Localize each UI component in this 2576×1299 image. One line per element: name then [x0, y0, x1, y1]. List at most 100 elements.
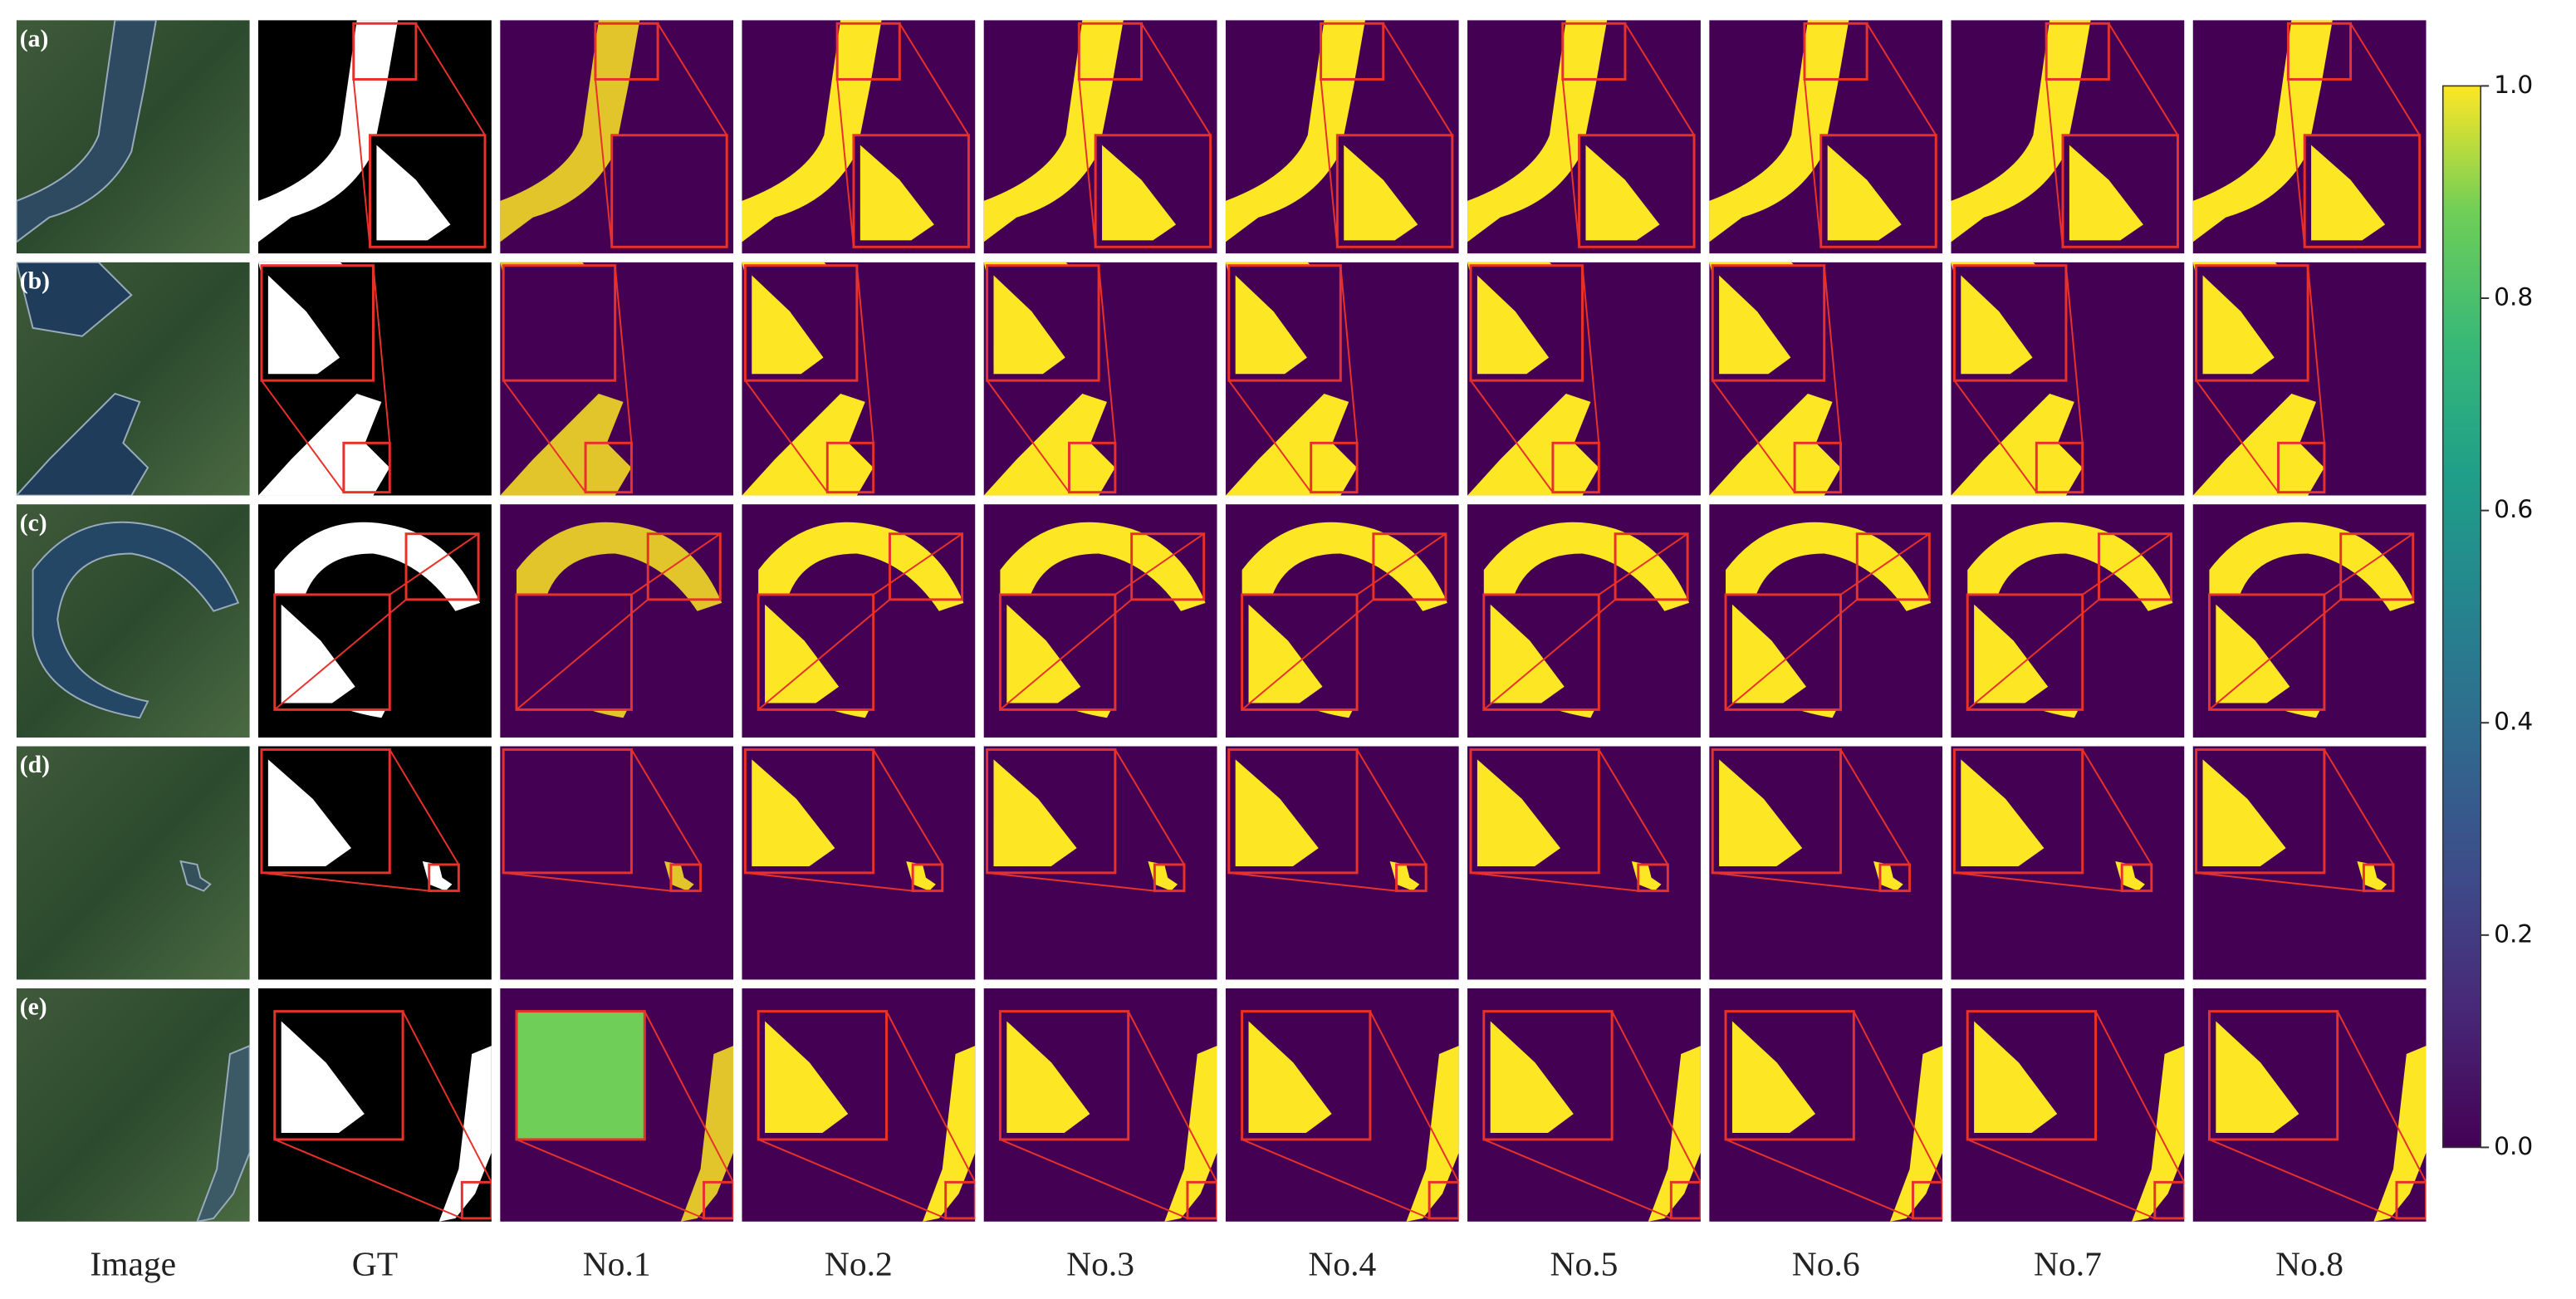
panel-content	[1467, 988, 1701, 1222]
zoom-source	[1637, 863, 1669, 893]
zoom-link	[2336, 1011, 2427, 1183]
zoom-link	[2349, 22, 2421, 136]
zoom-link	[872, 748, 943, 865]
row-label: (d)	[20, 752, 50, 778]
panel-content	[2192, 746, 2427, 980]
zoom-link	[1483, 599, 1616, 711]
panel	[257, 746, 492, 980]
zoom-link	[899, 22, 970, 136]
panel-content	[500, 20, 734, 254]
colorbar-tick-label: 0.8	[2494, 282, 2533, 311]
panel-content	[742, 504, 976, 738]
zoom-mask	[1731, 604, 1806, 703]
river	[32, 521, 240, 719]
panel	[500, 20, 734, 254]
zoom-source	[2286, 22, 2353, 81]
water-mask	[1951, 20, 2091, 243]
column-label: No.7	[2034, 1245, 2102, 1283]
panel	[742, 20, 976, 254]
zoom-mask	[859, 145, 934, 241]
zoom-link	[2196, 871, 2364, 892]
panel-content	[2192, 20, 2427, 254]
colorbar-tick-label: 0.6	[2494, 494, 2533, 523]
panel	[1951, 20, 2185, 254]
panel-content	[742, 746, 976, 980]
panel	[257, 988, 492, 1222]
zoom-link	[1356, 748, 1428, 865]
panel	[1467, 20, 1701, 254]
zoom-mask	[1235, 275, 1307, 375]
panel	[1225, 262, 1459, 496]
water-mask	[1406, 1046, 1459, 1222]
panel-content	[1709, 746, 1943, 980]
zoom-link	[1839, 532, 1930, 596]
column-label: No.5	[1550, 1245, 1619, 1283]
zoom-source	[911, 863, 944, 893]
panel-content	[257, 504, 492, 738]
panel-content	[983, 504, 1217, 738]
zoom-mask	[1585, 145, 1660, 241]
panel-content	[983, 988, 1217, 1222]
panel	[1709, 988, 1943, 1222]
zoom-mask	[1477, 759, 1561, 866]
water-mask	[438, 1046, 492, 1222]
zoom-link	[502, 380, 586, 493]
zoom-link	[389, 532, 479, 596]
zoom-source	[584, 441, 633, 494]
water-mask	[2132, 1046, 2185, 1222]
zoom-link	[1598, 748, 1669, 865]
zoom-inset	[502, 748, 633, 875]
river	[179, 860, 212, 892]
zoom-source	[703, 1180, 734, 1220]
zoom-link	[1953, 380, 2038, 493]
zoom-link	[873, 532, 963, 596]
zoom-link	[389, 748, 460, 865]
zoom-mask	[1235, 759, 1319, 866]
water-mask	[1225, 20, 1365, 243]
panel	[500, 988, 734, 1222]
panel-content	[983, 746, 1217, 980]
row-label: (b)	[20, 267, 50, 294]
panel	[2192, 262, 2427, 496]
panel	[1467, 262, 1701, 496]
zoom-link	[516, 599, 649, 711]
panel-content	[1225, 262, 1459, 496]
zoom-link	[1339, 265, 1359, 444]
zoom-source	[835, 22, 901, 81]
zoom-link	[1098, 265, 1116, 444]
zoom-link	[1803, 79, 1822, 248]
zoom-source	[1130, 532, 1206, 601]
zoom-link	[516, 1139, 704, 1219]
zoom-link	[2208, 599, 2342, 711]
column-label: Image	[90, 1245, 176, 1283]
zoom-mask	[1719, 759, 1803, 866]
column-label: No.3	[1066, 1245, 1134, 1283]
zoom-mask	[2069, 145, 2143, 241]
zoom-link	[644, 1011, 734, 1183]
water-mask	[274, 522, 481, 718]
panel-content	[16, 504, 250, 738]
zoom-mask	[765, 604, 840, 703]
zoom-mask	[1961, 275, 2033, 375]
zoom-link	[1853, 1011, 1943, 1183]
panel-content	[257, 746, 492, 980]
panel	[1709, 504, 1943, 738]
water-mask	[983, 20, 1124, 243]
panel-content	[1467, 504, 1701, 738]
zoom-source	[1614, 532, 1689, 601]
panel-content	[1467, 746, 1701, 980]
zoom-link	[1140, 22, 1212, 136]
zoom-link	[2324, 532, 2414, 596]
panel-content	[1709, 988, 1943, 1222]
panel	[1951, 504, 2185, 738]
panel-content	[1467, 20, 1701, 254]
zoom-mask	[376, 145, 451, 241]
zoom-link	[1320, 79, 1339, 248]
zoom-source	[1428, 1180, 1459, 1220]
zoom-mask	[1006, 1021, 1090, 1134]
panel	[1225, 746, 1459, 980]
panel	[2192, 746, 2427, 980]
water-mask	[500, 20, 640, 243]
zoom-mask	[2311, 145, 2386, 241]
zoom-source	[428, 863, 460, 893]
